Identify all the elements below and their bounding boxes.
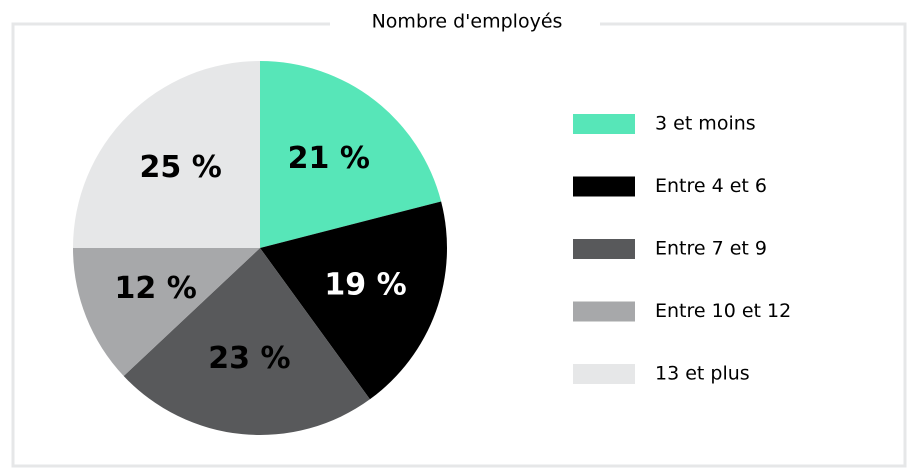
- data-label: 25 %: [140, 150, 222, 185]
- legend-label: Entre 4 et 6: [655, 175, 767, 197]
- legend-swatch: [573, 364, 635, 384]
- legend-swatch: [573, 301, 635, 322]
- data-label: 21 %: [288, 141, 370, 176]
- legend-label: Entre 7 et 9: [655, 238, 767, 260]
- legend-label: 13 et plus: [655, 363, 750, 385]
- legend-swatch: [573, 239, 635, 259]
- legend-label: Entre 10 et 12: [655, 300, 791, 322]
- data-label: 12 %: [115, 271, 197, 306]
- pie-slice: [260, 61, 442, 248]
- legend-label: 3 et moins: [655, 113, 756, 135]
- data-label: 19 %: [324, 268, 406, 303]
- pie-slice: [73, 248, 260, 377]
- legend-swatch: [573, 114, 635, 134]
- pie-slice: [73, 61, 260, 248]
- title-background: [330, 8, 600, 38]
- chart-title: Nombre d'employés: [372, 11, 563, 33]
- pie-slice: [123, 248, 370, 435]
- pie-slice: [260, 201, 448, 400]
- data-label: 23 %: [208, 341, 290, 376]
- legend-swatch: [573, 176, 635, 197]
